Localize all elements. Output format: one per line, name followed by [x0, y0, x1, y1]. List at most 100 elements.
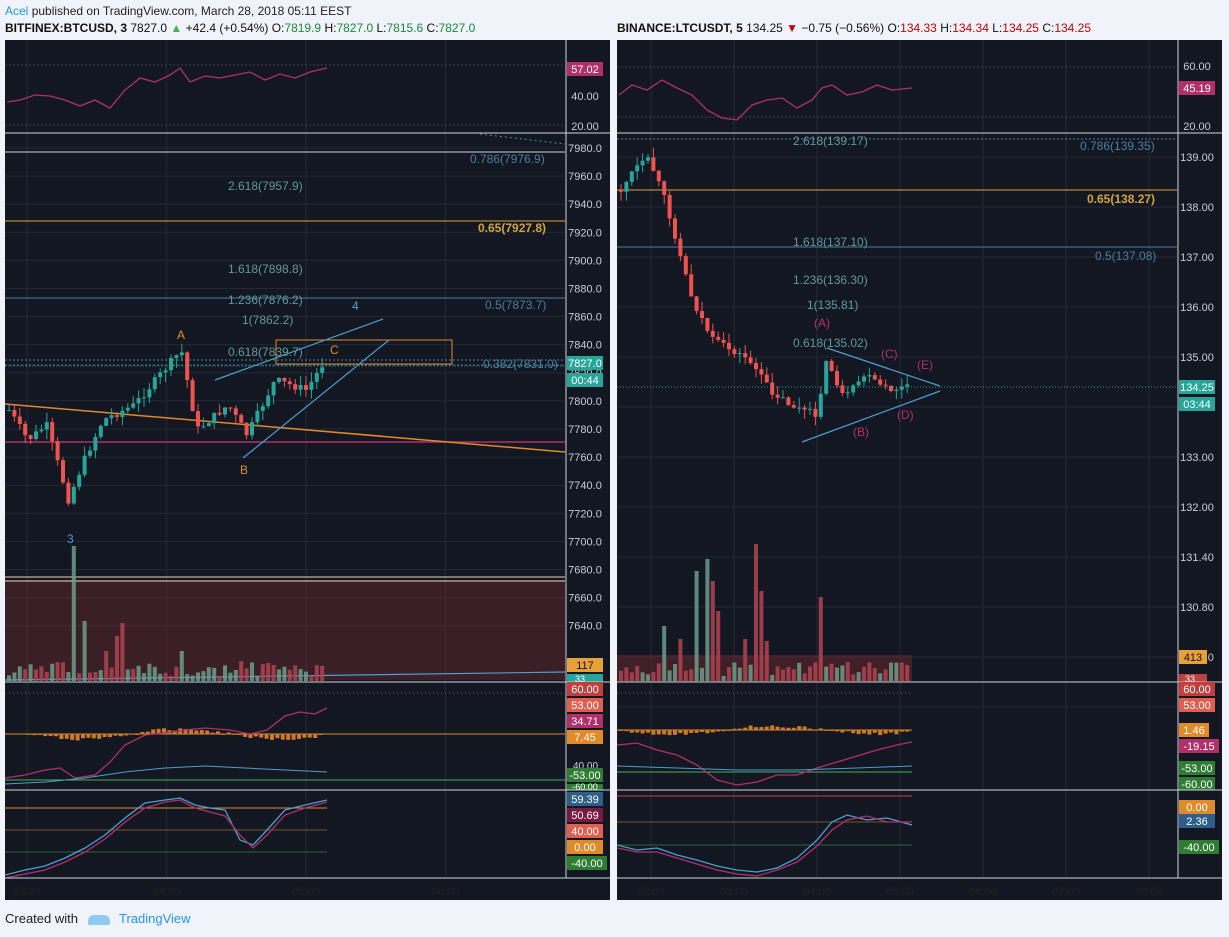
right-candle: [764, 374, 769, 383]
right-chart-panel[interactable]: 60.00 20.00 45.19 2.618(139.17) 0.786(13…: [617, 40, 1222, 900]
right-price-axis[interactable]: 139.00138.00137.00136.00135.00134.00133.…: [1180, 152, 1214, 714]
left-candle: [255, 410, 260, 423]
left-price-tick: 7920.0: [568, 227, 602, 239]
left-price-tick: 7740.0: [568, 480, 602, 492]
right-volume-bar: [700, 667, 704, 681]
right-candle: [748, 357, 753, 364]
left-time-axis[interactable]: 03:00 04:00 05:00 06:00: [13, 886, 459, 898]
right-histogram-bar: [840, 730, 845, 733]
right-volume-bar: [840, 665, 845, 681]
left-candle: [34, 431, 38, 440]
right-price-tick: 130.80: [1180, 602, 1214, 614]
right-rsi-tag: 45.19: [1183, 83, 1211, 95]
right-symbol[interactable]: BINANCE:LTCUSDT, 5: [617, 21, 743, 35]
left-symbol[interactable]: BITFINEX:BTCUSD, 3: [5, 21, 128, 35]
left-volume-bar: [12, 672, 17, 681]
left-histogram-bar: [118, 734, 123, 737]
left-price-axis[interactable]: 7980.0 7960.0 7940.0 7920.0 7900.0 7880.0 7860…: [568, 143, 602, 633]
left-candle: [239, 414, 244, 423]
right-price-tick: 138.00: [1180, 202, 1214, 214]
left-candle: [314, 372, 319, 382]
right-candle: [845, 392, 850, 394]
left-price-tick: 7720.0: [568, 508, 602, 520]
left-price-tag: 7827.0: [568, 358, 602, 370]
tradingview-link[interactable]: TradingView: [119, 911, 191, 926]
left-histogram-bar: [129, 733, 134, 735]
right-volume-bar: [791, 669, 796, 681]
left-fib-1618: 1.618(7898.8): [228, 262, 303, 276]
right-candle: [840, 385, 845, 393]
right-volume-bar: [808, 666, 812, 681]
left-volume-bar: [228, 672, 233, 681]
left-chart-panel[interactable]: 40.00 20.00 57.02 0.786(7976.9) 2.618(79…: [5, 40, 610, 900]
right-histogram-bar: [802, 726, 807, 730]
left-candle: [50, 422, 55, 442]
right-histogram-bar: [889, 730, 893, 733]
right-candle: [732, 349, 737, 355]
left-volume-bar: [185, 674, 190, 681]
right-low: 134.25: [1002, 21, 1039, 35]
right-osc-tag-m60: -60.00: [1181, 779, 1212, 791]
left-st-tag-0: 0.00: [574, 842, 595, 854]
right-candle: [851, 385, 856, 393]
left-histogram-bar: [183, 728, 188, 734]
right-last: 134.25: [746, 21, 783, 35]
left-volume-bar: [28, 664, 33, 681]
left-candle: [174, 355, 179, 359]
right-candle: [619, 190, 623, 192]
left-volume-bar: [206, 667, 211, 681]
right-wave-e: (E): [917, 358, 933, 372]
left-volume-bar: [271, 664, 276, 681]
left-candle: [147, 389, 152, 398]
left-osc-tag-m53: -53.00: [569, 770, 600, 782]
right-histogram-bar: [759, 727, 764, 730]
right-rsi-tick-0: 60.00: [1183, 61, 1211, 73]
right-wave-c: (C): [881, 347, 898, 361]
left-volume-bar: [309, 675, 314, 681]
left-volume-bar: [152, 666, 157, 681]
right-volume-bar: [683, 670, 688, 681]
left-volume-bar: [163, 672, 168, 681]
left-histogram-bar: [226, 732, 231, 734]
left-histogram-bar: [27, 733, 31, 735]
left-volume-bar: [61, 662, 65, 681]
right-candle: [905, 384, 910, 387]
left-histogram-bar: [140, 732, 145, 734]
right-osc-tag-a: 1.46: [1183, 725, 1204, 737]
right-volume-bar: [797, 662, 802, 681]
right-candle: [813, 408, 818, 417]
right-volume-bar: [786, 667, 791, 681]
right-symbol-bar: BINANCE:LTCUSDT, 5 134.25 ▼ −0.75 (−0.56…: [617, 21, 1092, 35]
left-volume-bar: [201, 671, 206, 681]
right-volume-bar: [764, 641, 769, 681]
right-fib-065: 0.65(138.27): [1087, 192, 1155, 206]
right-candle: [791, 405, 796, 408]
right-candle: [683, 256, 688, 275]
right-close: 134.25: [1054, 21, 1092, 35]
right-volume-bar: [899, 662, 904, 681]
right-fib-0786: 0.786(139.35): [1080, 139, 1155, 153]
author-link[interactable]: Acel: [5, 4, 29, 18]
left-histogram-bar: [286, 734, 291, 740]
left-histogram-bar: [259, 734, 264, 738]
left-price-tick: 7780.0: [568, 424, 602, 436]
right-fib-1618: 1.618(137.10): [793, 235, 868, 249]
left-histogram-bar: [232, 733, 237, 735]
right-histogram-bar: [851, 730, 856, 734]
left-volume-bar: [266, 663, 271, 681]
left-volume-bar: [174, 666, 179, 681]
right-time-axis[interactable]: 02:00 03:00 04:00 05:00 06:00 07:00 08:00: [637, 886, 1163, 898]
left-histogram-bar: [313, 734, 318, 738]
right-volume-bar: [635, 665, 640, 681]
right-candle: [640, 160, 645, 166]
left-volume-bar: [77, 673, 82, 681]
left-rsi-tick-1: 20.00: [571, 121, 599, 133]
left-candle: [185, 352, 190, 381]
right-histogram-bar: [818, 728, 823, 730]
right-candle: [889, 385, 893, 392]
left-candle: [142, 397, 146, 399]
right-rsi-pane: 60.00 20.00 45.19: [617, 61, 1215, 133]
right-histogram-bar: [905, 730, 910, 732]
right-change: −0.75 (−0.56%): [801, 21, 885, 35]
left-histogram-bar: [237, 734, 242, 735]
